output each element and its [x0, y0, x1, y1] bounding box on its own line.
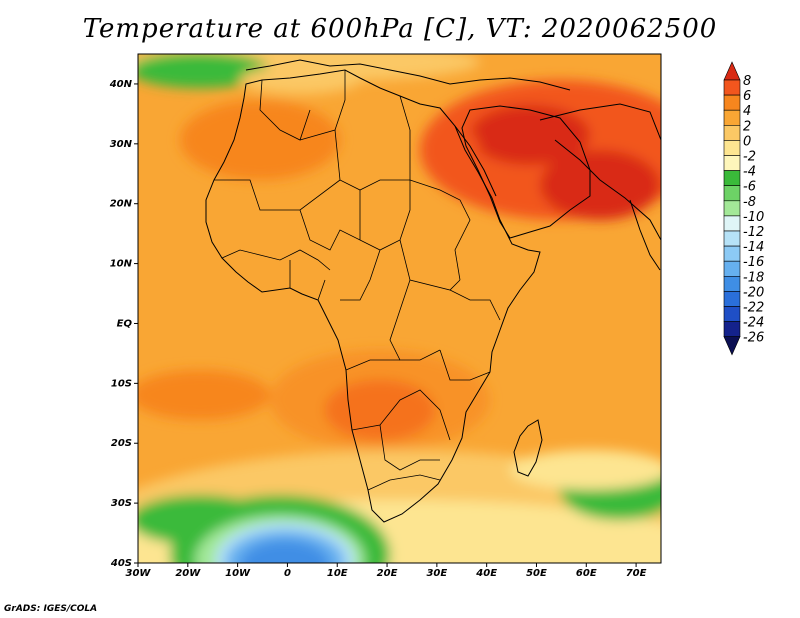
colorbar-label: -10 — [743, 210, 764, 225]
colorbar-label: -6 — [743, 180, 756, 195]
lon-tick-label: 10E — [327, 568, 348, 579]
country-borders — [214, 70, 501, 491]
colorbar-label: 4 — [743, 104, 751, 119]
lat-tick-label: 20N — [110, 199, 133, 210]
coastlines — [205, 59, 661, 523]
map-frame — [137, 53, 662, 564]
colorbar-swatch — [723, 306, 741, 322]
colorbar-top-arrow — [723, 61, 741, 81]
lon-tick-label: 60E — [576, 568, 597, 579]
lon-tick-label: 40E — [475, 568, 497, 579]
colorbar-label: -2 — [743, 150, 756, 165]
colorbar-label: -20 — [743, 285, 764, 300]
colorbar-label: -22 — [743, 301, 764, 316]
colorbar-label: -4 — [743, 165, 756, 180]
lat-tick-label: 20S — [111, 438, 132, 449]
colorbar-swatch — [723, 185, 741, 202]
colorbar-swatch — [723, 109, 741, 126]
lat-tick-label: 40S — [110, 558, 132, 569]
map-title: Temperature at 600hPa [C], VT: 202006250… — [82, 14, 718, 44]
colorbar-label: -16 — [743, 255, 764, 270]
colorbar-label: -18 — [743, 270, 764, 285]
lat-tick-label: 10N — [110, 259, 133, 270]
colorbar-label: 6 — [743, 89, 751, 104]
colorbar-swatch — [723, 170, 741, 187]
colorbar-swatch — [723, 215, 741, 232]
lat-tick-label: EQ — [117, 318, 133, 329]
lat-tick-label: 40N — [109, 79, 133, 90]
grads-credit: GrADS: IGES/COLA — [4, 604, 98, 614]
lon-tick-label: 50E — [526, 568, 547, 579]
lat-tick-label: 30S — [111, 498, 132, 509]
colorbar-swatch — [723, 155, 741, 171]
colorbar-swatch — [723, 291, 741, 307]
colorbar-label: -12 — [743, 225, 764, 240]
colorbar-label: -14 — [743, 240, 764, 255]
colorbar-label: 2 — [743, 119, 751, 134]
colorbar-label: -26 — [743, 331, 764, 346]
colorbar-label: 0 — [743, 134, 751, 149]
lon-tick-label: 0 — [284, 568, 291, 579]
colorbar-swatch — [723, 125, 741, 141]
colorbar-bottom-arrow — [723, 336, 741, 356]
latitude-axis: 40N 30N 20N 10N EQ 10S 20S 30S 40S — [109, 79, 138, 569]
colorbar-label: -24 — [743, 316, 764, 331]
lat-tick-label: 30N — [110, 139, 133, 150]
colorbar-swatch — [723, 140, 741, 156]
colorbar-swatch — [723, 321, 741, 338]
colorbar-swatch — [723, 260, 741, 277]
lon-tick-label: 10W — [225, 568, 251, 579]
colorbar-swatch — [723, 245, 741, 262]
lon-tick-label: 70E — [626, 568, 647, 579]
temperature-field — [138, 54, 661, 563]
lat-tick-label: 10S — [111, 378, 132, 389]
colorbar-swatch — [723, 230, 741, 247]
lon-tick-label: 30E — [426, 568, 447, 579]
colorbar-swatch — [723, 94, 741, 111]
lon-tick-label: 20E — [377, 568, 398, 579]
colorbar-label: -8 — [743, 195, 756, 210]
colorbar-label: 8 — [743, 74, 751, 89]
colorbar-swatch — [723, 275, 741, 292]
longitude-axis: 30W 20W 10W 0 10E 20E 30E 40E 50E 60E 70E — [126, 563, 647, 579]
colorbar-swatch — [723, 200, 741, 217]
colorbar-swatch — [723, 79, 741, 96]
lon-tick-label: 30W — [126, 568, 152, 579]
lon-tick-label: 20W — [175, 568, 201, 579]
